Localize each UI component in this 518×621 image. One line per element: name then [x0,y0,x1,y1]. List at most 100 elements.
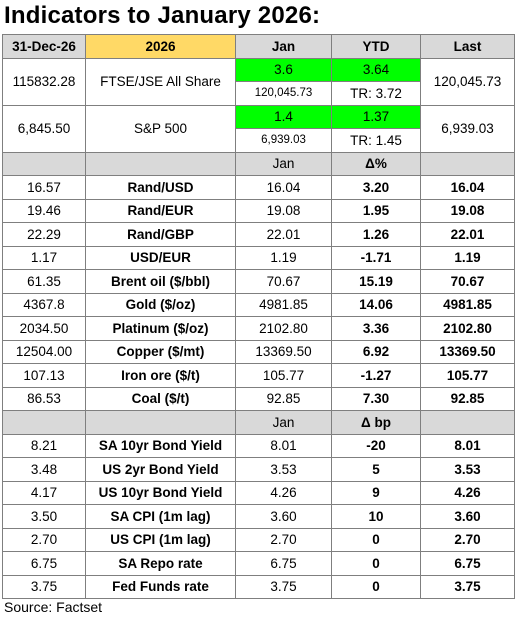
row-prev: 4.17 [2,480,86,505]
row-jan: 70.67 [235,269,332,294]
index-jan-level: 120,045.73 [235,81,332,106]
row-last: 3.60 [420,504,515,529]
row-jan: 105.77 [235,363,332,388]
row-jan: 16.04 [235,175,332,200]
index-name: FTSE/JSE All Share [85,57,236,106]
row-delta: -1.71 [331,245,421,270]
table-row: 61.35 Brent oil ($/bbl) 70.67 15.19 70.6… [2,269,515,294]
row-name: Coal ($/t) [85,386,236,411]
indicators-table: 31-Dec-26 2026 Jan YTD Last 115832.28 FT… [2,34,515,599]
row-delta: 15.19 [331,269,421,294]
index-subrow-ftse-jse: 120,045.73 TR: 3.72 [3,81,515,106]
row-last: 1.19 [420,245,515,270]
row-jan: 3.75 [235,574,332,599]
index-prev: 6,845.50 [2,104,86,153]
table-row: 4367.8 Gold ($/oz) 4981.85 14.06 4981.85 [2,292,515,317]
table-row: 8.21 SA 10yr Bond Yield 8.01 -20 8.01 [2,433,515,458]
row-name: Iron ore ($/t) [85,363,236,388]
header-jan: Jan [235,34,332,59]
section2-col-delta: Δ% [331,151,421,176]
row-last: 3.53 [420,457,515,482]
row-last: 92.85 [420,386,515,411]
header-year: 2026 [85,34,236,59]
index-name: S&P 500 [85,104,236,153]
row-delta: 10 [331,504,421,529]
table-row: 12504.00 Copper ($/mt) 13369.50 6.92 133… [2,339,515,364]
row-delta: 5 [331,457,421,482]
row-name: Copper ($/mt) [85,339,236,364]
row-jan: 3.60 [235,504,332,529]
row-prev: 6.75 [2,551,86,576]
row-delta: 7.30 [331,386,421,411]
table-row: 2.70 US CPI (1m lag) 2.70 0 2.70 [2,527,515,552]
index-ytd-tr: TR: 3.72 [331,81,421,106]
row-delta: 9 [331,480,421,505]
row-delta: -20 [331,433,421,458]
table-row: 6.75 SA Repo rate 6.75 0 6.75 [2,551,515,576]
row-jan: 22.01 [235,222,332,247]
row-last: 19.08 [420,198,515,223]
row-delta: 6.92 [331,339,421,364]
row-name: Fed Funds rate [85,574,236,599]
row-jan: 2102.80 [235,316,332,341]
header-last: Last [420,34,515,59]
section3-col-delta: Δ bp [331,410,421,435]
section3-header: Jan Δ bp [2,410,515,435]
table-row: 4.17 US 10yr Bond Yield 4.26 9 4.26 [2,480,515,505]
row-name: Rand/GBP [85,222,236,247]
index-jan-pct: 1.4 [235,104,332,129]
row-delta: 0 [331,551,421,576]
row-name: Rand/USD [85,175,236,200]
row-name: Brent oil ($/bbl) [85,269,236,294]
row-last: 6.75 [420,551,515,576]
page-title: Indicators to January 2026: [4,2,321,29]
row-name: Platinum ($/oz) [85,316,236,341]
row-name: USD/EUR [85,245,236,270]
table-row: 2034.50 Platinum ($/oz) 2102.80 3.36 210… [2,316,515,341]
row-prev: 3.50 [2,504,86,529]
row-last: 13369.50 [420,339,515,364]
row-name: SA CPI (1m lag) [85,504,236,529]
index-jan-pct: 3.6 [235,57,332,82]
row-prev: 16.57 [2,175,86,200]
row-prev: 107.13 [2,363,86,388]
row-prev: 12504.00 [2,339,86,364]
row-prev: 19.46 [2,198,86,223]
header-row: 31-Dec-26 2026 Jan YTD Last [2,34,515,59]
row-jan: 19.08 [235,198,332,223]
table-row: 16.57 Rand/USD 16.04 3.20 16.04 [2,175,515,200]
row-delta: 0 [331,574,421,599]
row-last: 8.01 [420,433,515,458]
table-row: 107.13 Iron ore ($/t) 105.77 -1.27 105.7… [2,363,515,388]
row-jan: 13369.50 [235,339,332,364]
row-last: 4.26 [420,480,515,505]
section3-col-jan: Jan [235,410,332,435]
row-prev: 2.70 [2,527,86,552]
row-jan: 1.19 [235,245,332,270]
index-subrow-sp500: 6,939.03 TR: 1.45 [3,128,515,153]
row-last: 3.75 [420,574,515,599]
row-name: Gold ($/oz) [85,292,236,317]
row-prev: 86.53 [2,386,86,411]
row-last: 105.77 [420,363,515,388]
row-name: US 2yr Bond Yield [85,457,236,482]
row-name: US CPI (1m lag) [85,527,236,552]
row-prev: 22.29 [2,222,86,247]
index-last: 6,939.03 [420,104,515,153]
row-delta: 3.36 [331,316,421,341]
header-date: 31-Dec-26 [2,34,86,59]
index-row-ftse-jse: 115832.28 FTSE/JSE All Share 3.6 3.64 12… [2,57,515,106]
table-row: 3.48 US 2yr Bond Yield 3.53 5 3.53 [2,457,515,482]
source-note: Source: Factset [4,599,103,615]
row-name: Rand/EUR [85,198,236,223]
row-jan: 3.53 [235,457,332,482]
row-prev: 3.48 [2,457,86,482]
row-last: 22.01 [420,222,515,247]
index-ytd-pct: 3.64 [331,57,421,82]
row-jan: 2.70 [235,527,332,552]
row-last: 2102.80 [420,316,515,341]
row-name: SA Repo rate [85,551,236,576]
row-last: 4981.85 [420,292,515,317]
row-jan: 92.85 [235,386,332,411]
row-name: SA 10yr Bond Yield [85,433,236,458]
